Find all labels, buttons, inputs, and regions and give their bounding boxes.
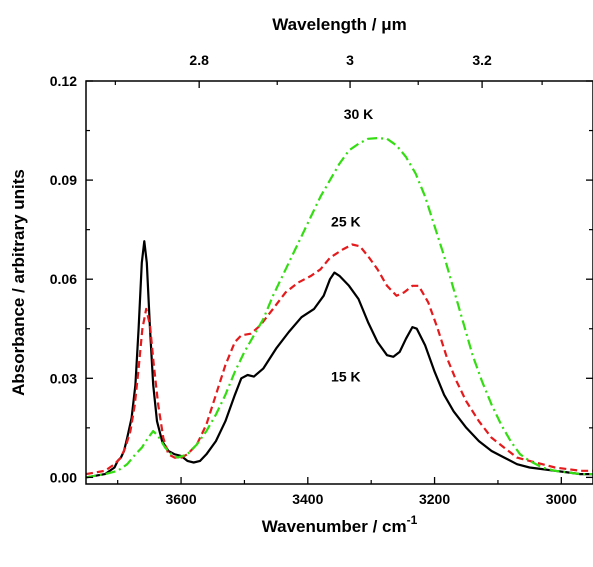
top-tick-label: 3 (346, 52, 354, 68)
top-axis-title: Wavelength / μm (272, 15, 406, 34)
x-tick-label: 3600 (165, 491, 196, 507)
x-tick-label: 3400 (292, 491, 323, 507)
y-tick-label: 0.06 (50, 271, 77, 287)
series-line-30-k (85, 137, 593, 479)
axes: 3600 3400 3200 3000 2.8 3 3.2 0.00 0.03 0.06 0.09 0… (50, 52, 593, 507)
series-label-25-k: 25 K (331, 213, 361, 229)
x-tick-label: 3000 (546, 491, 577, 507)
x-axis-title-main: Wavenumber / cm (262, 517, 407, 536)
top-tick-label: 2.8 (189, 52, 209, 68)
series-line-25-k (85, 243, 593, 476)
series-label-15-k: 15 K (331, 369, 361, 385)
y-axis-title: Absorbance / arbitrary units (9, 169, 28, 396)
series-label-30-k: 30 K (344, 106, 374, 122)
y-tick-label: 0.00 (50, 469, 77, 485)
top-tick-label: 3.2 (472, 52, 492, 68)
y-tick-label: 0.09 (50, 172, 77, 188)
x-axis-title-superscript: -1 (407, 513, 418, 527)
series-line-15-k (85, 240, 593, 479)
plot-area: 15 K 25 K 30 K (85, 106, 593, 479)
plot-frame (85, 80, 593, 485)
x-axis-title: Wavenumber / cm-1 (262, 513, 418, 536)
y-tick-label: 0.03 (50, 370, 77, 386)
x-tick-label: 3200 (419, 491, 450, 507)
y-tick-label: 0.12 (50, 73, 77, 89)
